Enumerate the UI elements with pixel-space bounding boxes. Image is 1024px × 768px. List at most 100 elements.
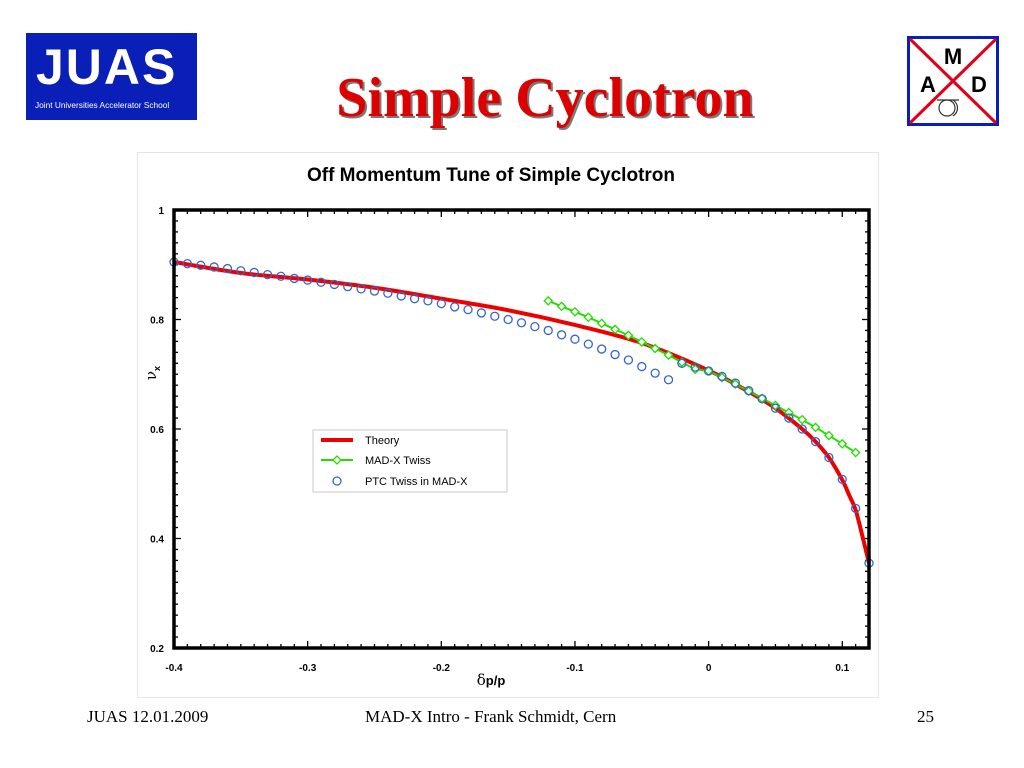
y-tick-label: 0.2: [150, 644, 164, 655]
series-ptc-point: [289, 273, 299, 284]
series-ptc-point: [396, 291, 406, 301]
series-ptc-point: [503, 314, 513, 325]
series-ptc-point: [570, 334, 580, 344]
series-ptc-point: [543, 325, 553, 336]
series-ptc-point: [356, 284, 366, 294]
series-ptc-point: [369, 286, 380, 296]
x-tick-labels: -0.4 -0.3 -0.2 -0.1 0 0.1: [165, 663, 849, 674]
series-ptc-point: [583, 339, 593, 349]
series-ptc-point: [650, 368, 660, 378]
cern-emblem-icon: [937, 99, 959, 117]
juas-logo: JUAS Joint Universities Accelerator Scho…: [26, 33, 197, 120]
mad-logo: M A D: [907, 36, 999, 126]
y-tick-label: 0.6: [150, 425, 164, 436]
series-ptc-point: [222, 263, 233, 274]
series-madx-point: [770, 400, 781, 411]
series-madx-point: [623, 330, 634, 341]
series-ptc-point: [610, 349, 620, 360]
series-madx-point: [543, 295, 554, 306]
series-madx-point: [610, 324, 620, 335]
plot-border: [172, 208, 871, 650]
y-tick-labels: 0.2 0.4 0.6 0.8 1: [150, 206, 164, 655]
legend-marker-ptc: [332, 476, 342, 486]
series-ptc-point: [490, 311, 500, 321]
series-ptc-point: [663, 375, 674, 385]
series-ptc-point: [436, 298, 446, 309]
series-ptc-point: [744, 386, 754, 396]
x-axis-label-text: p/p: [486, 673, 506, 688]
y-axis-label: νx: [142, 366, 162, 380]
legend-label-ptc: PTC Twiss in MAD-X: [365, 476, 468, 488]
series-madx-point: [797, 414, 808, 425]
chart-svg: Off Momentum Tune of Simple Cyclotron 0.…: [142, 165, 874, 689]
y-tick-label: 0.4: [150, 535, 164, 546]
series-madx-point: [583, 312, 594, 323]
series-ptc-point: [623, 355, 634, 365]
series-ptc-point: [182, 259, 193, 269]
series-madx-point: [596, 318, 607, 329]
series-ptc-point: [730, 378, 740, 388]
series-madx-point: [810, 422, 821, 433]
series-ptc-point: [530, 321, 540, 332]
series-ptc-point: [757, 394, 767, 404]
legend-label-theory: Theory: [365, 435, 400, 447]
slide-title: Simple Cyclotron: [336, 67, 754, 129]
x-tick-label: 0: [706, 663, 712, 674]
series-ptc-point: [770, 403, 781, 413]
series-ptc-point: [196, 260, 206, 270]
series-ptc-point: [516, 318, 527, 328]
series-madx-point: [823, 430, 834, 441]
series-ptc-point: [703, 366, 714, 376]
x-tick-label: -0.2: [433, 663, 451, 674]
series-madx-point: [850, 447, 861, 458]
series-madx-point: [663, 350, 674, 361]
series-ptc-point: [810, 436, 821, 447]
series-ptc-point: [597, 344, 607, 354]
series-ptc-point: [316, 277, 326, 287]
series-ptc-point: [383, 288, 393, 298]
series-ptc-point: [476, 308, 487, 318]
mad-logo-d: D: [971, 72, 987, 97]
footer-title: MAD-X Intro - Frank Schmidt, Cern: [365, 707, 617, 726]
series-ptc-point: [463, 304, 473, 315]
x-tick-label: -0.3: [299, 663, 317, 674]
series-ptc-point: [409, 294, 420, 304]
chart-frame: Off Momentum Tune of Simple Cyclotron 0.…: [137, 152, 879, 698]
footer-date: JUAS 12.01.2009: [87, 707, 209, 726]
series-ptc-point: [850, 503, 861, 514]
series-ptc-point: [677, 358, 687, 368]
footer-page-number: 25: [917, 707, 934, 726]
y-axis-label-sub: x: [152, 366, 162, 371]
series-ptc-point: [556, 330, 567, 340]
series-ptc-point: [303, 275, 313, 285]
mad-logo-m: M: [944, 44, 962, 69]
legend: Theory MAD-X Twiss PTC Twiss in MAD-X: [312, 429, 508, 493]
series-layer: [169, 257, 874, 568]
x-axis-label: δp/p: [477, 671, 506, 689]
series-ptc-point: [329, 279, 340, 290]
x-tick-label: -0.1: [566, 663, 584, 674]
legend-label-madx: MAD-X Twiss: [365, 455, 431, 467]
series-ptc-point: [690, 362, 700, 372]
y-tick-label: 0.8: [150, 316, 164, 327]
series-theory-line: [173, 260, 871, 564]
series-ptc-point: [717, 371, 727, 382]
juas-logo-subtitle: Joint Universities Accelerator School: [35, 100, 170, 110]
x-axis-label-greek: δ: [477, 671, 486, 689]
chart-title: Off Momentum Tune of Simple Cyclotron: [307, 165, 675, 186]
y-axis-label-greek: ν: [142, 371, 160, 380]
series-ptc-point: [837, 474, 847, 485]
series-madx-point: [570, 306, 580, 317]
mad-logo-cross-b: [908, 37, 998, 125]
series-madx-point: [636, 337, 647, 347]
series-madx-line: [547, 299, 857, 454]
series-ptc-point: [797, 424, 807, 434]
series-ptc-point: [262, 269, 273, 280]
mad-logo-a: A: [920, 72, 936, 97]
series-madx-point: [556, 301, 567, 312]
series-madx-point: [650, 343, 661, 354]
juas-logo-text: JUAS: [36, 39, 178, 95]
series-ptc-point: [276, 271, 286, 281]
series-ptc-point: [423, 296, 433, 306]
series-ptc-point: [637, 361, 647, 372]
